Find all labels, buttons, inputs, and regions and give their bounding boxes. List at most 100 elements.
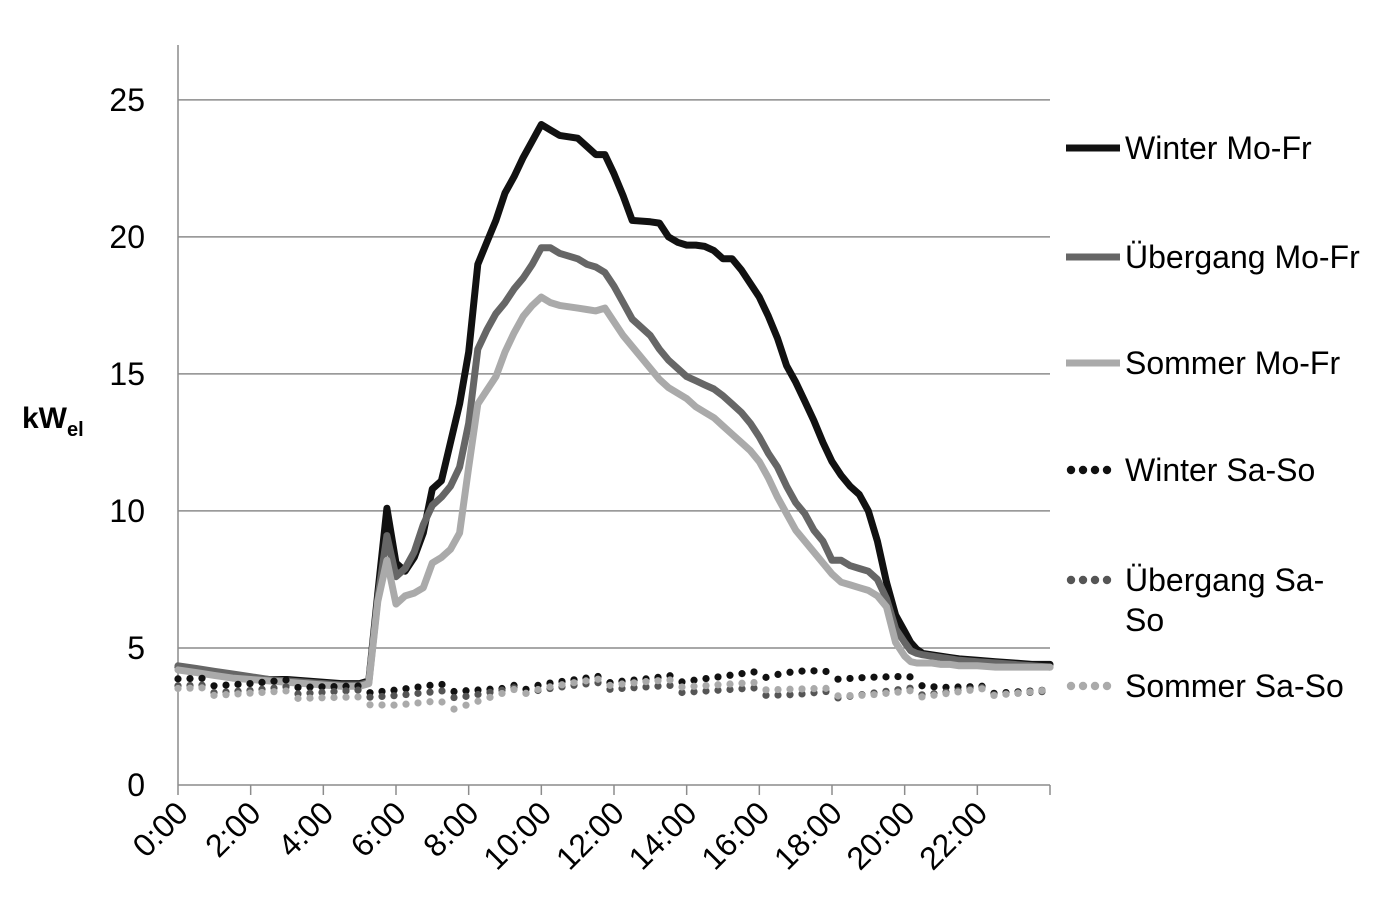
series-point: [522, 689, 530, 698]
series-point: [834, 675, 842, 683]
series-point: [798, 690, 806, 698]
series-point: [174, 675, 182, 683]
series-point: [798, 685, 806, 693]
series-point: [330, 693, 338, 702]
series-point: [270, 688, 278, 696]
series-point: [594, 675, 602, 683]
series-point: [702, 687, 710, 695]
series-point: [582, 677, 590, 685]
series-point: [870, 673, 878, 681]
series-point: [342, 687, 350, 695]
x-tick-label: 8:00: [416, 794, 485, 863]
legend-marker: [1066, 575, 1076, 585]
series-point: [534, 685, 542, 694]
series-point: [390, 701, 398, 709]
series-point: [930, 691, 938, 699]
legend-marker: [1066, 465, 1076, 475]
series-point: [450, 693, 458, 702]
series-point: [306, 683, 314, 691]
series-point: [390, 692, 398, 700]
series-point: [414, 683, 422, 691]
series-point: [642, 683, 650, 691]
series-point: [990, 691, 998, 700]
legend-label: Winter Mo-Fr: [1125, 130, 1312, 166]
series-point: [414, 689, 422, 697]
series-point: [282, 676, 290, 684]
series-point: [738, 670, 746, 678]
series-point: [858, 674, 866, 682]
series-point: [798, 667, 806, 675]
series-point: [846, 674, 854, 683]
series-point: [762, 686, 770, 694]
series-point: [354, 693, 362, 701]
series-point: [486, 688, 494, 696]
legend-marker: [1090, 681, 1100, 691]
legend-label: Sommer Sa-So: [1125, 668, 1344, 704]
series-point: [738, 679, 746, 687]
series-point: [1038, 687, 1046, 695]
legend-label: Winter Sa-So: [1125, 452, 1315, 488]
series-point: [210, 691, 218, 699]
x-tick-label: 2:00: [198, 794, 267, 863]
series-point: [294, 683, 302, 692]
series-point: [462, 701, 470, 709]
series-point: [426, 688, 434, 696]
series-point: [558, 681, 566, 689]
legend-marker: [1102, 681, 1112, 691]
series-point: [366, 701, 374, 709]
series-point: [486, 693, 494, 701]
series-point: [690, 676, 698, 684]
series-point: [750, 684, 758, 692]
series-point: [714, 673, 722, 681]
series-point: [270, 677, 278, 685]
series-point: [702, 674, 710, 683]
series-point: [438, 680, 446, 689]
series-point: [450, 705, 458, 713]
series-point: [666, 676, 674, 684]
y-tick-label: 15: [109, 356, 145, 392]
series-point: [786, 668, 794, 676]
series-point: [750, 678, 758, 687]
series-point: [318, 694, 326, 702]
legend-label: Sommer Mo-Fr: [1125, 345, 1340, 381]
y-tick-label: 0: [127, 767, 145, 803]
series-point: [654, 682, 662, 690]
series-point: [402, 690, 410, 699]
series-point: [918, 682, 926, 690]
x-tick-label: 20:00: [840, 794, 922, 876]
series-point: [378, 692, 386, 701]
series-point: [966, 686, 974, 694]
series-point: [762, 673, 770, 681]
x-tick-label: 14:00: [622, 794, 704, 876]
series-point: [414, 699, 422, 707]
series-point: [330, 688, 338, 696]
legend-label: Übergang Mo-Fr: [1125, 239, 1360, 275]
series-point: [330, 682, 338, 691]
series-point: [702, 681, 710, 690]
series-lines: [174, 121, 1054, 713]
series-point: [822, 684, 830, 692]
legend-marker: [1078, 575, 1088, 585]
series-point: [294, 694, 302, 702]
series-point: [822, 667, 830, 676]
series-point: [426, 681, 434, 689]
series-point: [858, 691, 866, 699]
series-point: [402, 700, 410, 708]
series-point: [678, 678, 686, 686]
series-point: [906, 687, 914, 695]
series-point: [438, 687, 446, 695]
series-point: [642, 678, 650, 686]
series-point: [222, 691, 230, 699]
series-point: [762, 691, 770, 699]
series-point: [1002, 690, 1010, 698]
y-tick-label: 10: [109, 493, 145, 529]
series-point: [498, 689, 506, 698]
legend-marker: [1090, 575, 1100, 585]
series-point: [234, 690, 242, 698]
axes: 0 5 10 15 20 25 0:00 2:00 4:00 6:00 8:0010:0012:00…: [109, 45, 1051, 877]
series-point: [318, 683, 326, 691]
series-point: [462, 687, 470, 695]
series-point: [306, 689, 314, 697]
series-point: [282, 687, 290, 695]
